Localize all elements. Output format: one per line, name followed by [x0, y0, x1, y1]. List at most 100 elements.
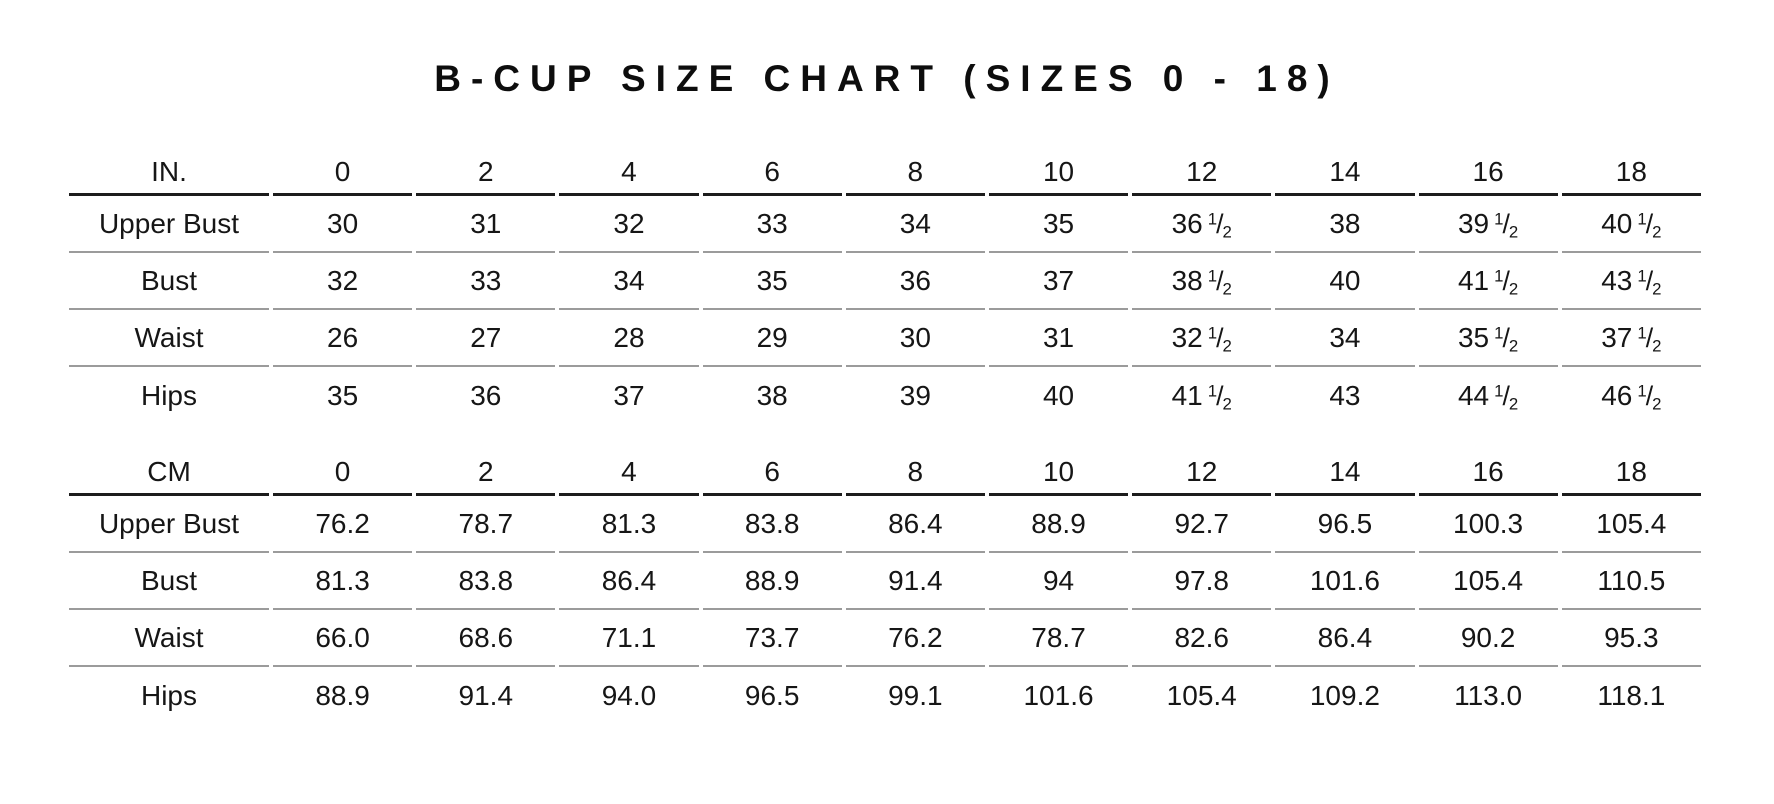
measurement-value: 31	[988, 310, 1129, 367]
measurement-value: 82.6	[1132, 610, 1272, 667]
measurement-value: 41 1/2	[1171, 379, 1232, 414]
measurement-value: 31	[416, 196, 556, 253]
measurement-row: Upper Bust 76.2 78.7 81.3 83.8 86.4 88.9 92.7 96…	[69, 496, 1701, 553]
measurement-value: 37 1/2	[1561, 310, 1701, 367]
measurement-value: 36	[470, 379, 502, 411]
measurement-value: 36	[845, 253, 985, 310]
measurement-value: 66.0	[273, 610, 413, 667]
measurement-value: 32	[273, 253, 413, 310]
chart-title: B-CUP SIZE CHART (SIZES 0 - 18)	[434, 58, 1340, 99]
measurement-value: 78.7	[988, 610, 1129, 667]
measurement-value: 92.7	[1132, 496, 1272, 553]
measurement-value: 43	[1329, 379, 1361, 411]
measurement-value: 33	[416, 253, 556, 310]
measurement-row: Waist 66.0 68.6 71.1 73.7 76.2 78.7 82.6 86.4 90.…	[69, 610, 1701, 667]
measurement-value: 43 1/2	[1561, 253, 1701, 310]
unit-label: CM	[69, 450, 269, 496]
measurement-value: 88.9	[988, 496, 1129, 553]
measurement-label: Upper Bust	[69, 196, 269, 253]
measurement-row: Waist 26 27 28 29 30 31 32 1/2 34 35 1/2 37 1/2	[69, 310, 1701, 367]
measurement-value: 81.3	[273, 553, 413, 610]
size-column-header: 10	[988, 450, 1129, 496]
measurement-value: 35 1/2	[1418, 310, 1558, 367]
size-header-row: IN. 0 2 4 6 8 10 12 14 16 18	[69, 150, 1701, 196]
measurement-value: 39 1/2	[1418, 196, 1558, 253]
size-column-header: 6	[702, 450, 842, 496]
measurement-value: 110.5	[1561, 553, 1701, 610]
measurement-value: 44 1/2	[1457, 379, 1519, 414]
measurement-value: 38	[756, 379, 788, 411]
measurement-value: 29	[702, 310, 842, 367]
size-column-header: 0	[273, 150, 413, 196]
half-fraction: 1/2	[1494, 265, 1519, 299]
size-column-header: 18	[1561, 450, 1701, 496]
measurement-value: 30	[845, 310, 985, 367]
measurement-value: 68.6	[416, 610, 556, 667]
measurement-value: 32 1/2	[1132, 310, 1272, 367]
half-fraction: 1/2	[1637, 208, 1662, 242]
size-column-header: 14	[1275, 450, 1415, 496]
half-fraction: 1/2	[1207, 380, 1232, 414]
half-fraction: 1/2	[1637, 322, 1662, 356]
measurement-value: 35	[988, 196, 1129, 253]
measurement-value: 86.4	[845, 496, 985, 553]
measurement-label: Waist	[69, 610, 269, 667]
measurement-value: 34	[1275, 310, 1415, 367]
measurement-label: Hips	[140, 679, 197, 711]
measurement-value: 94.0	[601, 679, 657, 711]
measurement-value: 71.1	[559, 610, 699, 667]
size-column-header: 6	[702, 150, 842, 196]
measurement-value: 88.9	[315, 679, 370, 711]
size-column-header: 16	[1418, 150, 1558, 196]
size-column-header: 10	[988, 150, 1129, 196]
size-column-header: 8	[845, 450, 985, 496]
measurement-value: 35	[702, 253, 842, 310]
measurement-value: 113.0	[1454, 679, 1523, 711]
unit-label: IN.	[69, 150, 269, 196]
size-chart-page: B-CUP SIZE CHART (SIZES 0 - 18) IN. 0 2 4 6 8…	[0, 58, 1774, 724]
measurement-value: 100.3	[1418, 496, 1558, 553]
measurement-row: Hips 88.9 91.4 94.0 96.5 99.1 101.6 105.4 109.2 1…	[69, 667, 1701, 724]
measurement-value: 35	[327, 379, 359, 411]
size-column-header: 16	[1418, 450, 1558, 496]
measurement-value: 41 1/2	[1418, 253, 1558, 310]
measurement-value: 90.2	[1418, 610, 1558, 667]
measurement-value: 40	[1042, 379, 1075, 411]
measurement-value: 37	[988, 253, 1129, 310]
measurement-value: 32	[559, 196, 699, 253]
measurement-value: 105.4	[1418, 553, 1558, 610]
measurement-value: 27	[416, 310, 556, 367]
measurement-row: Upper Bust 30 31 32 33 34 35 36 1/2 38 39 1/2 40 1/2	[69, 196, 1701, 253]
size-column-header: 2	[416, 150, 556, 196]
measurement-value: 38 1/2	[1132, 253, 1272, 310]
size-header-row: CM 0 2 4 6 8 10 12 14 16 18	[69, 450, 1701, 496]
measurement-value: 101.6	[1275, 553, 1415, 610]
measurement-value: 96.5	[744, 679, 800, 711]
measurement-label: Bust	[69, 253, 269, 310]
measurement-value: 91.4	[845, 553, 985, 610]
half-fraction: 1/2	[1494, 380, 1519, 414]
measurement-value: 37	[613, 379, 645, 411]
size-column-header: 18	[1561, 150, 1701, 196]
measurement-value: 94	[988, 553, 1129, 610]
inches-size-table: IN. 0 2 4 6 8 10 12 14 16 18 Upper Bust 30 31 32 33 34 35…	[65, 150, 1705, 424]
measurement-value: 40	[1275, 253, 1415, 310]
measurement-value: 36 1/2	[1132, 196, 1272, 253]
half-fraction: 1/2	[1207, 208, 1232, 242]
measurement-value: 28	[559, 310, 699, 367]
measurement-label: Bust	[69, 553, 269, 610]
measurement-value: 46 1/2	[1601, 379, 1662, 414]
measurement-value: 38	[1275, 196, 1415, 253]
size-column-header: 4	[559, 150, 699, 196]
size-column-header: 12	[1132, 150, 1272, 196]
measurement-value: 73.7	[702, 610, 842, 667]
measurement-label: Hips	[140, 379, 197, 411]
measurement-value: 78.7	[416, 496, 556, 553]
measurement-value: 40 1/2	[1561, 196, 1701, 253]
half-fraction: 1/2	[1494, 322, 1519, 356]
measurement-label: Waist	[69, 310, 269, 367]
half-fraction: 1/2	[1637, 265, 1662, 299]
measurement-value: 81.3	[559, 496, 699, 553]
measurement-row: Bust 81.3 83.8 86.4 88.9 91.4 94 97.8 101.6 105.4…	[69, 553, 1701, 610]
measurement-value: 91.4	[458, 679, 514, 711]
